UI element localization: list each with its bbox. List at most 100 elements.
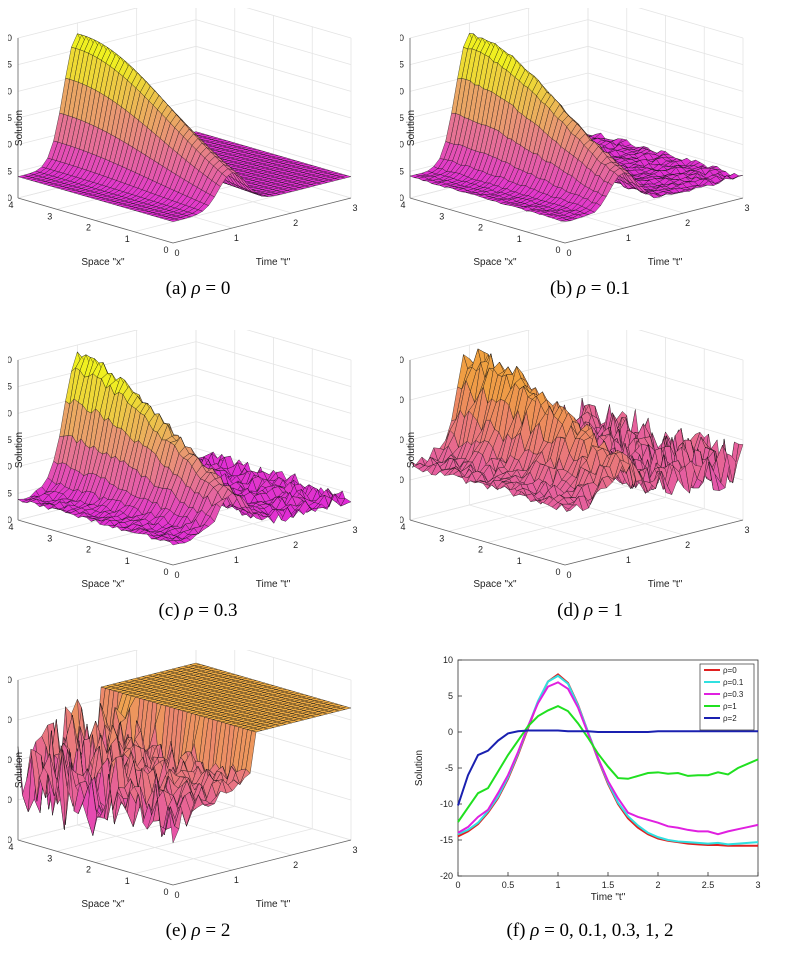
x-axis-line [17, 839, 174, 886]
x-tick-label: 4 [8, 200, 13, 210]
x-floor-gridline [526, 508, 705, 555]
z-gridline [409, 8, 744, 39]
figure-panel-e: 100-10-20-30432100123SolutionSpace "x"Ti… [8, 650, 388, 945]
x-tick-label: 3 [47, 211, 52, 221]
x-axis-line [17, 197, 174, 244]
z-tick-label: -5 [8, 113, 12, 123]
t-tick-label: 0 [566, 248, 571, 258]
t-tick-label: 1 [626, 233, 631, 243]
caption-c: (c) ρ = 0.3 [8, 600, 388, 622]
caption-value: = 0 [205, 278, 231, 299]
caption-symbol: ρ [584, 600, 594, 621]
t-tick-label: 0 [174, 570, 179, 580]
t-tick-label: 2 [685, 540, 690, 550]
z-tick-label: -10 [8, 462, 12, 472]
x-tick-label: 2 [86, 545, 91, 555]
caption-a: (a) ρ = 0 [8, 278, 388, 300]
z-tick-label: -20 [8, 795, 12, 805]
t-tick-label: 1 [234, 233, 239, 243]
t-axis-line [172, 839, 352, 886]
caption-label: (a) [165, 278, 187, 299]
z-gridline [17, 341, 352, 388]
z-tick-label: 10 [400, 33, 404, 43]
t-tick-label: 1 [234, 555, 239, 565]
x-axis-line [409, 519, 566, 566]
z-tick-label: 10 [8, 675, 12, 685]
caption-label: (d) [557, 600, 580, 621]
caption-symbol: ρ [576, 278, 587, 299]
t-tick-label: 2 [685, 218, 690, 228]
z-tick-label: -10 [400, 140, 404, 150]
x-tick-label: 4 [400, 522, 405, 532]
x-tick-label: 1 [125, 234, 130, 244]
x-tick-label: 0 [163, 567, 168, 577]
x-floor-gridline [95, 817, 274, 863]
t-axis-line [564, 519, 744, 566]
x-tick-label: 2 [86, 223, 91, 233]
z-tick-label: -15 [8, 166, 12, 176]
x-axis-label: Space "x" [81, 257, 125, 268]
x-tick-label: 0 [555, 567, 560, 577]
caption-value: = 0.3 [198, 600, 238, 621]
x-tick-label: 3 [439, 211, 444, 221]
caption-label: (c) [158, 600, 180, 621]
x-tick-label: 3 [47, 533, 52, 543]
x-tick-label: 1 [517, 234, 522, 244]
figure-panel-d: 100-10-20-30432100123SolutionSpace "x"Ti… [400, 330, 780, 625]
t-axis-line [172, 197, 352, 244]
surface-mesh [17, 662, 352, 844]
x-floor-gridline [134, 186, 313, 233]
t-axis-line [172, 519, 352, 566]
z-axis-label: Solution [406, 432, 417, 468]
x-tick-label: 4 [400, 200, 405, 210]
t-tick-label: 3 [352, 525, 357, 535]
t-tick-label: 3 [352, 203, 357, 213]
z-tick-label: 0 [400, 86, 404, 96]
surface-mesh [409, 348, 744, 512]
z-tick-label: -20 [8, 193, 12, 203]
z-tick-label: -10 [8, 755, 12, 765]
z-tick-label: -20 [400, 193, 404, 203]
z-tick-label: 0 [8, 715, 12, 725]
x-floor-gridline [487, 497, 666, 543]
z-tick-label: 5 [400, 60, 404, 70]
x-tick-label: 0 [163, 245, 168, 255]
t-axis-line [564, 197, 744, 244]
caption-b: (b) ρ = 0.1 [400, 278, 780, 300]
z-gridline [409, 19, 744, 66]
z-tick-label: -5 [400, 113, 404, 123]
surface-mesh [409, 33, 744, 222]
z-tick-label: -10 [400, 435, 404, 445]
x-floor-gridline [526, 186, 705, 233]
z-axis-label: Solution [406, 110, 417, 146]
x-tick-label: 0 [555, 245, 560, 255]
x-tick-label: 1 [517, 556, 522, 566]
z-tick-label: 0 [400, 395, 404, 405]
caption-value: = 1 [597, 600, 623, 621]
z-tick-label: 0 [8, 408, 12, 418]
caption-label: (b) [550, 278, 573, 299]
t-tick-label: 0 [566, 570, 571, 580]
x-floor-gridline [134, 828, 313, 875]
z-tick-label: -20 [400, 475, 404, 485]
x-floor-gridline [448, 485, 627, 532]
z-tick-label: -30 [400, 515, 404, 525]
z-axis-label: Solution [14, 432, 25, 468]
z-axis-label: Solution [14, 110, 25, 146]
x-axis-label: Space "x" [473, 257, 517, 268]
t-tick-label: 0 [174, 248, 179, 258]
surface-mesh [17, 351, 352, 546]
z-tick-label: -5 [8, 435, 12, 445]
z-tick-label: -10 [8, 140, 12, 150]
x-axis-line [17, 519, 174, 566]
x-tick-label: 3 [439, 533, 444, 543]
z-tick-label: -15 [400, 166, 404, 176]
surface-mesh [17, 33, 352, 222]
x-tick-label: 1 [125, 556, 130, 566]
x-axis-label: Space "x" [473, 579, 517, 590]
